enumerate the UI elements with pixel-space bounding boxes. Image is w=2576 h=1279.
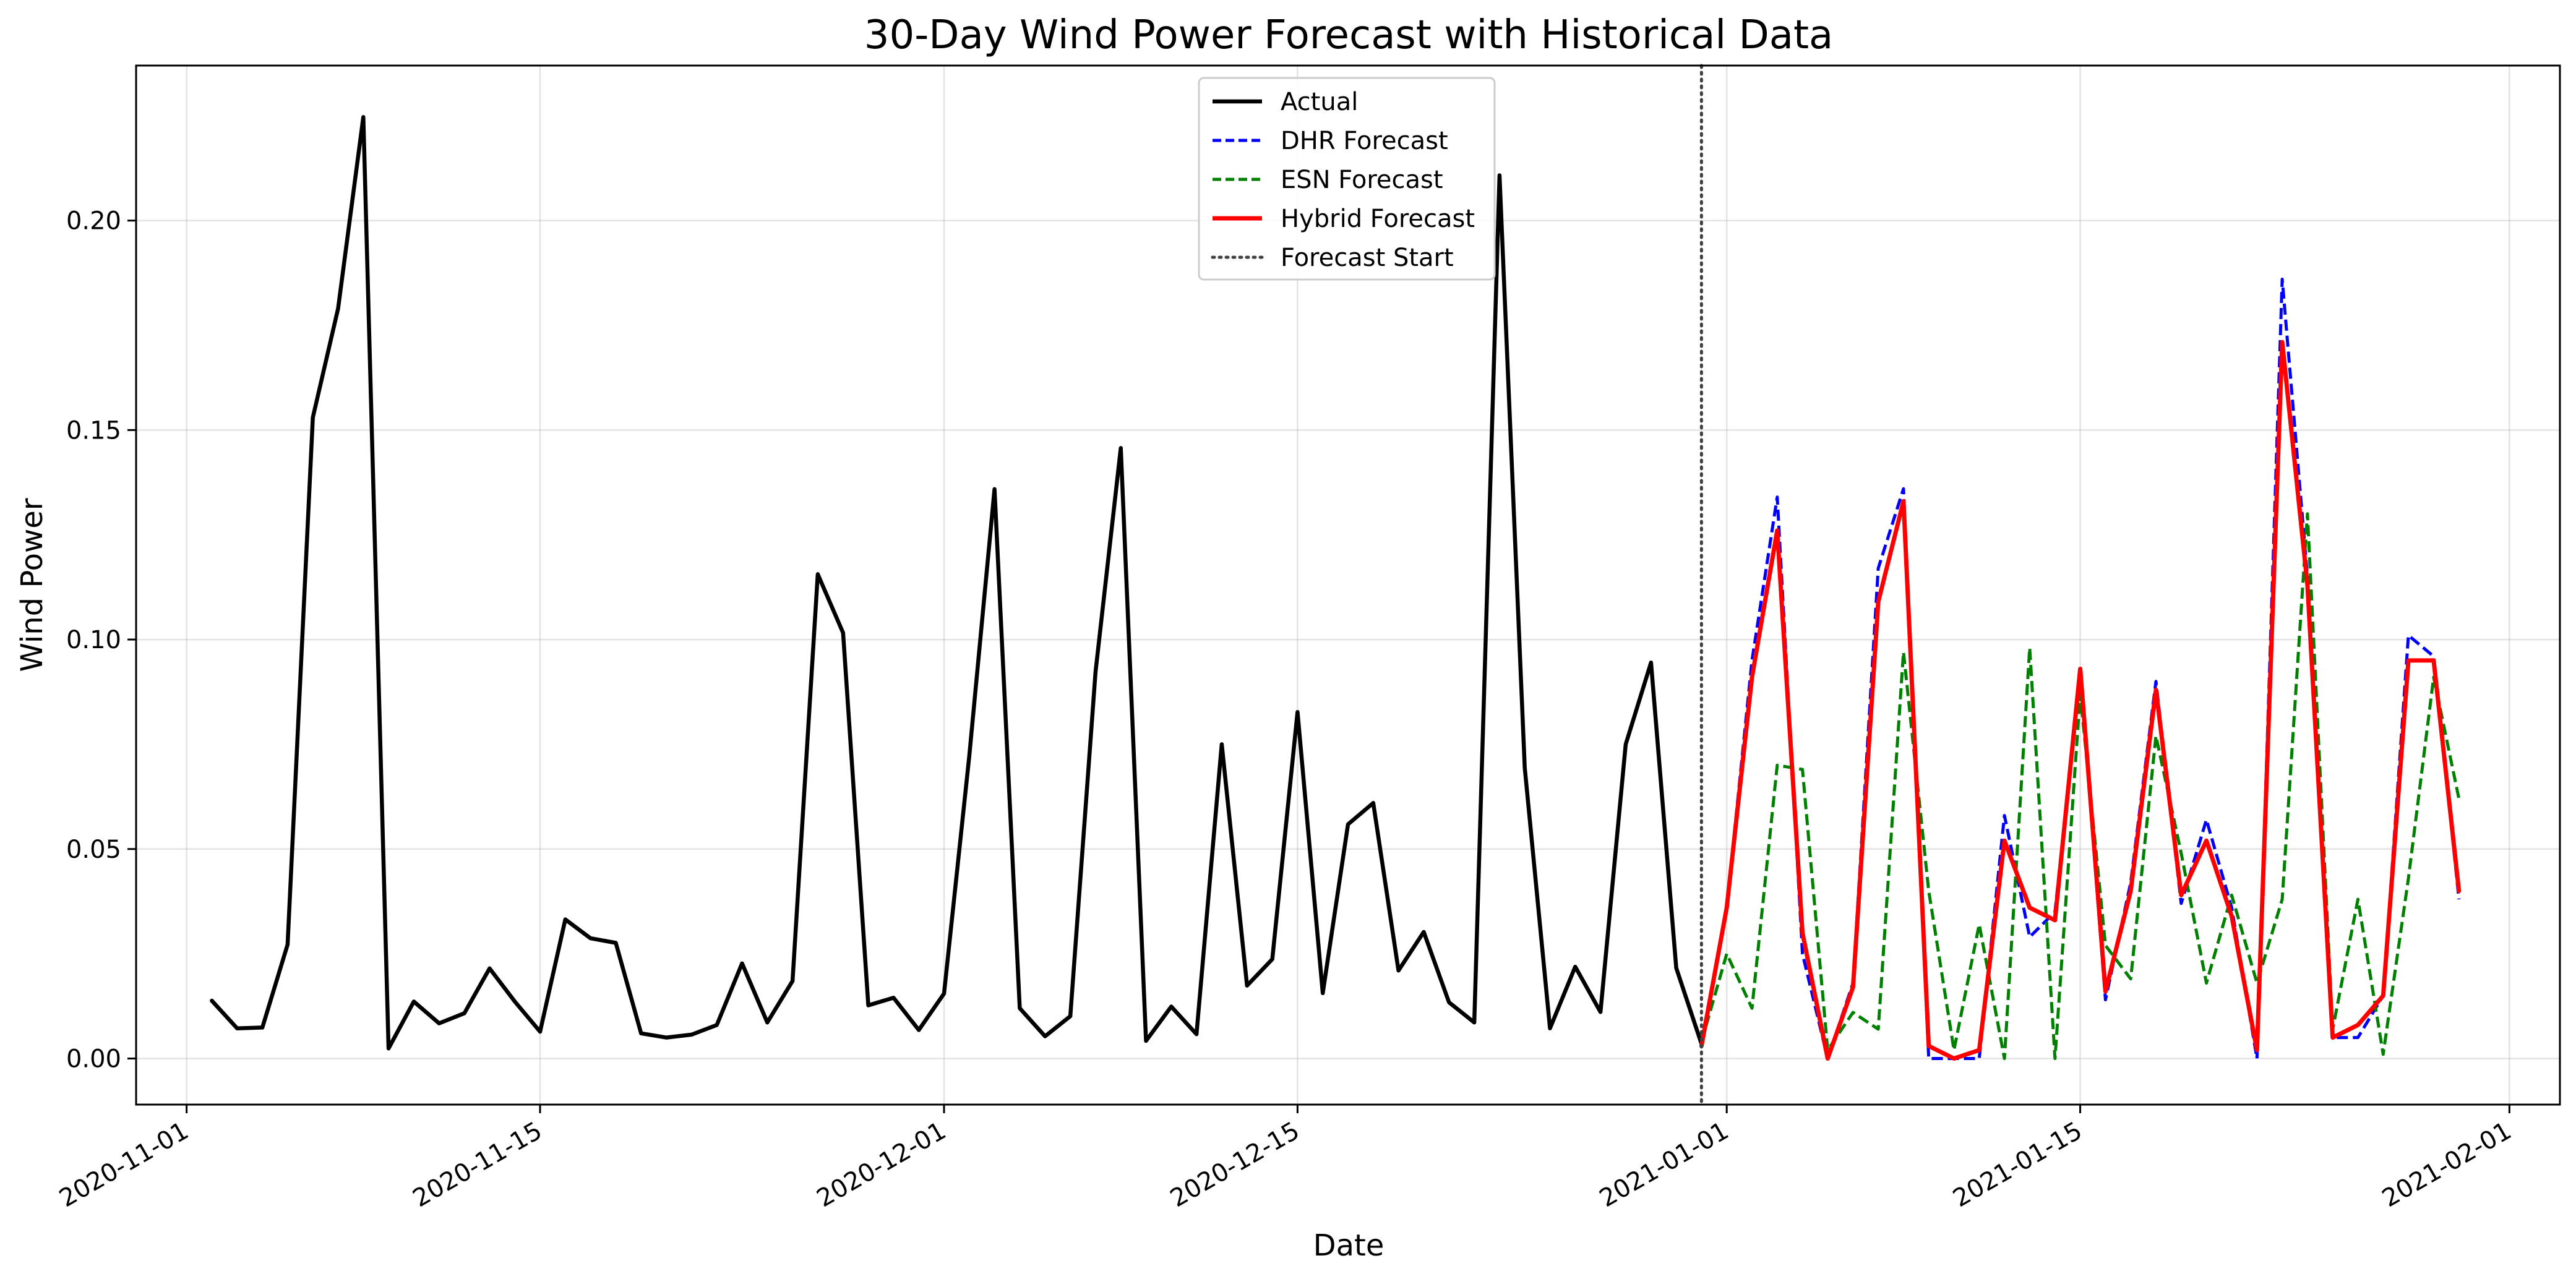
x-tick-label: 2020-11-15: [408, 1116, 547, 1213]
legend: Actual DHR Forecast ESN Forecast Hybrid For…: [1198, 77, 1496, 281]
x-tick-label: 2021-01-15: [1948, 1116, 2087, 1213]
chart-title: 30-Day Wind Power Forecast with Historic…: [864, 12, 1834, 58]
legend-box: [1198, 77, 1496, 281]
y-axis-label: Wind Power: [15, 498, 49, 672]
axes: 0.00 0.05 0.10 0.15 0.20 2020-11-01 2020-11-15…: [54, 207, 2516, 1213]
x-axis-label: Date: [1313, 1228, 1385, 1263]
y-tick-label: 0.20: [66, 207, 121, 236]
y-tick-label: 0.15: [66, 416, 121, 445]
y-tick-label: 0.10: [66, 626, 121, 654]
y-tick-label: 0.05: [66, 836, 121, 864]
legend-label-esn-forecast: ESN Forecast: [1281, 166, 1443, 194]
legend-label-forecast-start: Forecast Start: [1281, 244, 1454, 272]
x-tick-label: 2021-02-01: [2377, 1116, 2516, 1213]
series-line-hybrid-forecast: [1699, 340, 2462, 1061]
x-tick-label: 2020-12-01: [812, 1116, 951, 1213]
legend-label-hybrid-forecast: Hybrid Forecast: [1281, 205, 1475, 233]
legend-label-actual: Actual: [1281, 88, 1358, 116]
legend-label-dhr-forecast: DHR Forecast: [1281, 127, 1448, 155]
plot-frame: [135, 64, 2561, 1106]
y-tick-label: 0.00: [66, 1045, 121, 1073]
plot-area: [210, 64, 2462, 1106]
series-line-actual: [210, 115, 1704, 1051]
x-tick-label: 2020-12-15: [1166, 1116, 1304, 1213]
x-tick-label: 2021-01-01: [1595, 1116, 1733, 1213]
x-tick-label: 2020-11-01: [54, 1116, 193, 1213]
